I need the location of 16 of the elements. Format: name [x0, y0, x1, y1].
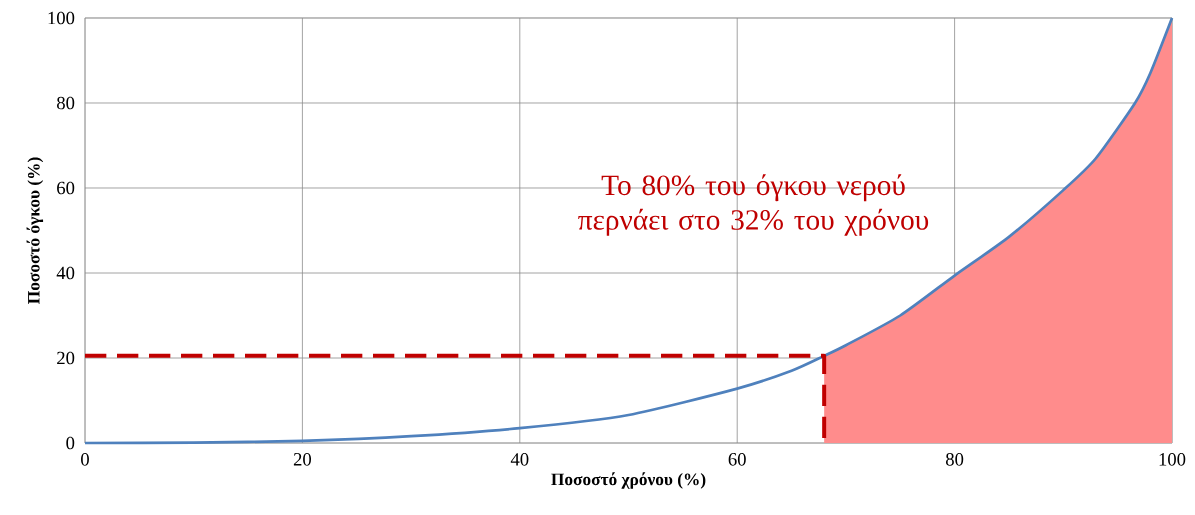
y-tick-label: 80	[57, 96, 75, 110]
y-tick-label: 60	[57, 181, 75, 195]
y-tick-label: 40	[56, 266, 75, 280]
line-series	[83, 16, 1174, 445]
x-tick-label: 0	[81, 453, 89, 466]
x-tick-label: 20	[293, 453, 312, 466]
x-tick-label: 40	[510, 453, 529, 466]
y-tick-label: 0	[66, 436, 75, 450]
y-tick-label: 20	[57, 351, 75, 365]
annotation: Το 80% του όγκου νερού περνάει στο 32% του χρόνου	[578, 174, 929, 236]
x-axis-title: Ποσοστό χρόνου (%)	[551, 472, 706, 489]
x-tick-label: 80	[945, 453, 964, 466]
y-tick-label: 100	[48, 11, 75, 25]
x-tick-label: 100	[1159, 453, 1186, 466]
y-axis-title: Ποσοστό όγκου (%)	[26, 157, 44, 304]
x-tick-label: 60	[728, 453, 746, 466]
